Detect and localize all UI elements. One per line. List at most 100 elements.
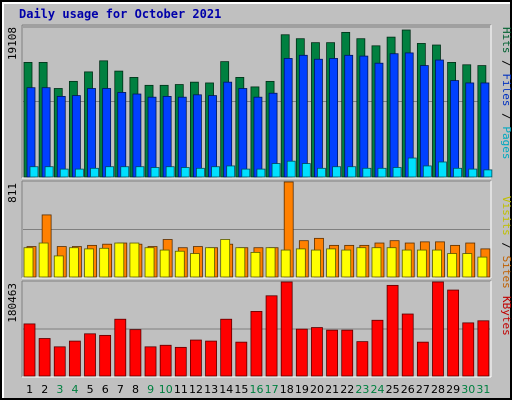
bar-files-day-15	[238, 88, 248, 178]
legend-labels-panel-1: Visits / Sites	[500, 196, 512, 289]
day-label-25: 25	[386, 383, 400, 396]
bar-visits-day-24	[371, 247, 382, 278]
bar-files-day-14	[223, 81, 233, 178]
bar-visits-day-20	[311, 249, 321, 278]
bar-visits-day-18	[280, 249, 291, 278]
bar-visits-day-6	[99, 247, 110, 278]
bar-kbytes-day-15	[235, 341, 248, 377]
day-label-26: 26	[401, 383, 415, 396]
bar-pages-day-15	[241, 168, 251, 178]
ymax-label-2: 180463	[6, 283, 19, 323]
bar-visits-day-31	[477, 256, 488, 278]
bar-visits-day-5	[84, 248, 94, 278]
bar-kbytes-day-30	[462, 322, 475, 377]
bar-kbytes-day-16	[250, 311, 263, 377]
day-label-28: 28	[431, 383, 445, 396]
bar-files-day-24	[374, 62, 384, 178]
bar-pages-day-8	[135, 166, 145, 178]
bar-visits-day-11	[174, 250, 185, 278]
bar-pages-day-13	[211, 166, 220, 178]
bar-kbytes-day-29	[447, 289, 460, 377]
bar-files-day-5	[87, 88, 96, 178]
bar-pages-day-27	[422, 165, 432, 178]
day-label-14: 14	[219, 383, 233, 396]
bar-pages-day-10	[165, 166, 175, 178]
bar-pages-day-31	[483, 169, 493, 178]
day-label-20: 20	[310, 383, 324, 396]
day-label-16: 16	[250, 383, 264, 396]
bar-files-day-30	[465, 82, 475, 178]
bar-kbytes-day-22	[341, 329, 354, 377]
bar-pages-day-20	[317, 167, 326, 178]
bar-kbytes-day-2	[38, 338, 51, 377]
day-label-5: 5	[87, 383, 94, 396]
bar-kbytes-day-11	[174, 346, 187, 377]
bar-pages-day-29	[453, 167, 463, 178]
bar-kbytes-day-3	[53, 346, 66, 377]
day-label-30: 30	[461, 383, 475, 396]
bar-files-day-19	[298, 54, 308, 178]
bar-pages-day-6	[105, 166, 115, 178]
bar-pages-day-21	[332, 166, 341, 178]
bar-kbytes-day-5	[84, 333, 96, 377]
bar-files-day-13	[208, 95, 217, 178]
bar-pages-day-12	[196, 167, 205, 178]
bar-files-day-12	[193, 94, 202, 178]
bar-visits-day-13	[205, 247, 215, 278]
bar-kbytes-day-27	[416, 341, 429, 377]
bar-files-day-1	[26, 87, 36, 178]
bar-kbytes-day-25	[386, 284, 399, 377]
bar-files-day-6	[102, 88, 112, 178]
bar-files-day-8	[132, 93, 142, 178]
bar-files-day-3	[56, 95, 66, 178]
bar-visits-day-28	[432, 249, 442, 278]
legend-sites: Sites	[500, 256, 512, 289]
legend-hits: Hits	[500, 27, 512, 54]
day-label-1: 1	[26, 383, 33, 396]
bar-visits-day-4	[68, 247, 79, 278]
bar-files-day-23	[359, 55, 369, 178]
bar-kbytes-day-31	[477, 320, 490, 377]
bar-visits-day-3	[53, 255, 64, 278]
bar-visits-day-8	[129, 242, 140, 278]
bar-visits-day-23	[356, 247, 367, 278]
bar-pages-day-25	[392, 167, 402, 178]
chart-title: Daily usage for October 2021	[19, 7, 222, 21]
bar-kbytes-day-20	[311, 327, 323, 377]
bar-files-day-16	[253, 96, 263, 178]
bar-kbytes-day-6	[99, 334, 112, 377]
day-label-12: 12	[189, 383, 203, 396]
bar-files-day-21	[329, 58, 338, 178]
legend-pages: Pages	[500, 126, 512, 159]
day-label-23: 23	[355, 383, 369, 396]
bar-pages-day-28	[438, 161, 447, 178]
ymax-label-1: 811	[6, 183, 19, 203]
bar-visits-day-10	[159, 249, 170, 278]
legend-files: Files	[500, 73, 512, 106]
bar-files-day-29	[450, 80, 460, 178]
frame-highlight-left	[2, 2, 4, 398]
bar-visits-day-29	[447, 253, 458, 278]
legend-visits: Visits	[500, 196, 512, 236]
bar-files-day-22	[344, 54, 354, 178]
bar-kbytes-day-4	[68, 340, 81, 377]
bar-visits-day-27	[416, 249, 427, 278]
bar-visits-day-26	[401, 249, 412, 278]
bar-kbytes-day-19	[295, 328, 308, 377]
bar-visits-day-30	[462, 253, 473, 278]
bar-pages-day-16	[256, 168, 266, 178]
bar-pages-day-9	[150, 167, 160, 178]
bar-files-day-20	[314, 58, 323, 178]
bar-kbytes-day-14	[220, 318, 233, 377]
bar-pages-day-1	[29, 166, 39, 178]
bar-pages-day-3	[59, 168, 69, 178]
bar-kbytes-day-9	[144, 346, 157, 377]
day-label-18: 18	[280, 383, 294, 396]
legend-labels-panel-0: Hits / Files / Pages	[500, 27, 512, 160]
day-label-24: 24	[371, 383, 385, 396]
bar-kbytes-day-24	[371, 319, 384, 377]
bar-files-day-9	[147, 96, 157, 178]
bar-pages-day-30	[468, 168, 478, 178]
bar-visits-day-2	[38, 242, 49, 278]
